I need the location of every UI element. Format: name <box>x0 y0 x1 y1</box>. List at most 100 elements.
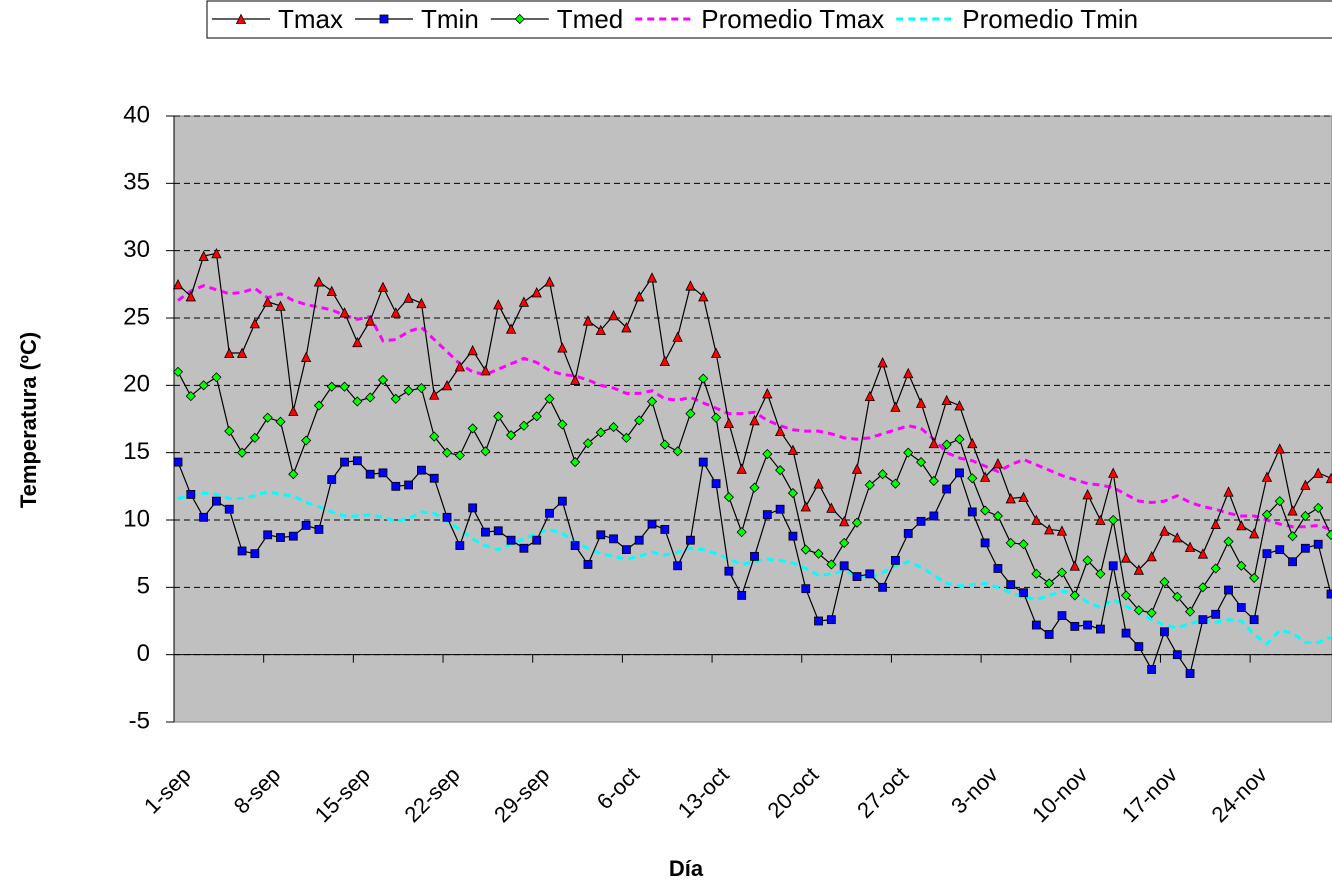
marker <box>852 572 862 581</box>
marker <box>211 247 222 259</box>
marker <box>826 559 837 570</box>
marker <box>698 291 709 302</box>
marker <box>647 519 657 529</box>
marker <box>698 373 709 384</box>
marker <box>609 534 618 544</box>
marker <box>1236 603 1246 612</box>
legend-label: Promedio Tmax <box>701 4 884 34</box>
marker <box>1095 568 1106 579</box>
marker <box>942 484 952 494</box>
marker <box>865 569 875 579</box>
marker <box>672 331 683 342</box>
marker <box>480 446 491 457</box>
marker <box>608 422 619 433</box>
marker <box>1018 539 1029 550</box>
marker <box>1044 630 1054 639</box>
marker <box>1005 493 1016 504</box>
marker <box>1248 528 1260 539</box>
x-tick-label: 22-sep <box>399 762 464 827</box>
marker <box>1146 550 1157 562</box>
marker <box>1134 642 1144 651</box>
legend-label: Promedio Tmin <box>962 4 1138 34</box>
x-tick-label: 17-nov <box>1117 762 1182 827</box>
marker <box>301 435 312 446</box>
marker <box>839 537 850 548</box>
marker <box>1056 567 1068 578</box>
marker <box>1197 548 1209 559</box>
marker <box>1121 628 1131 638</box>
marker <box>212 496 221 506</box>
marker <box>1224 585 1233 595</box>
marker <box>493 526 503 536</box>
marker <box>980 538 990 548</box>
marker <box>1300 510 1311 522</box>
marker <box>390 307 401 318</box>
marker <box>595 324 606 336</box>
marker <box>339 307 350 318</box>
marker <box>326 381 337 392</box>
marker <box>544 393 555 404</box>
marker <box>954 434 965 445</box>
marker <box>275 416 286 427</box>
marker <box>531 287 542 298</box>
marker <box>1249 615 1259 625</box>
marker <box>1044 578 1055 589</box>
marker <box>1146 607 1157 618</box>
marker <box>646 272 658 283</box>
marker <box>1184 541 1196 552</box>
marker <box>1005 537 1016 548</box>
marker <box>1159 576 1170 588</box>
marker <box>686 535 695 545</box>
marker <box>544 276 555 287</box>
marker <box>532 535 542 545</box>
marker <box>646 396 658 407</box>
marker <box>826 615 836 625</box>
marker <box>1133 564 1144 575</box>
marker <box>467 423 478 434</box>
marker <box>416 297 427 309</box>
marker <box>737 591 747 600</box>
x-tick-label: 24-nov <box>1207 762 1272 827</box>
marker <box>1096 624 1105 634</box>
marker <box>915 457 927 468</box>
marker <box>672 446 683 457</box>
x-tick-label: 13-oct <box>673 762 734 823</box>
marker <box>569 374 581 385</box>
marker <box>890 401 901 412</box>
marker <box>403 385 414 396</box>
marker <box>711 412 722 423</box>
legend: Tmax Tmin Tmed Promedio Tmax Promedio Tmin <box>206 0 1332 39</box>
marker <box>404 480 414 490</box>
marker <box>198 250 209 261</box>
marker <box>514 13 525 25</box>
marker <box>890 478 901 489</box>
marker <box>185 291 196 302</box>
marker <box>236 347 248 358</box>
marker <box>1210 518 1221 529</box>
marker <box>377 374 389 386</box>
marker <box>249 317 261 329</box>
x-tick-label: 1-sep <box>139 762 196 819</box>
y-tick-label: 35 <box>123 169 150 196</box>
marker <box>224 504 234 514</box>
marker <box>429 431 440 442</box>
marker <box>762 448 773 460</box>
legend-label: Tmin <box>421 4 479 34</box>
marker <box>236 447 248 458</box>
marker <box>519 543 529 553</box>
marker <box>480 365 491 376</box>
marker <box>1019 588 1028 598</box>
legend-label: Tmax <box>278 4 343 34</box>
x-tick-label: 3-nov <box>946 762 1003 819</box>
marker <box>186 490 196 499</box>
marker <box>288 469 299 480</box>
marker <box>300 351 312 362</box>
marker <box>1198 615 1208 625</box>
marker <box>224 347 235 358</box>
marker <box>659 439 670 450</box>
marker <box>967 507 977 517</box>
marker <box>557 496 567 506</box>
marker <box>736 463 747 474</box>
marker <box>570 457 581 468</box>
marker <box>929 511 939 521</box>
